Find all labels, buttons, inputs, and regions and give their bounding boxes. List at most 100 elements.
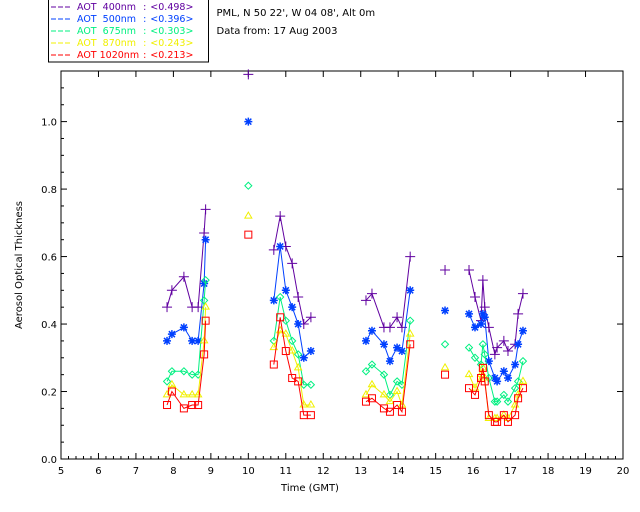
data-point-asterisk: [406, 286, 415, 295]
data-point-diamond: [361, 367, 371, 376]
data-point-diamond: [287, 336, 297, 346]
y-tick-label: 1.0: [41, 118, 57, 129]
data-point-diamond: [499, 390, 509, 400]
data-point-triangle: [499, 410, 509, 418]
data-point-asterisk: [288, 303, 297, 312]
legend-name: AOT 1020nm: [77, 50, 139, 61]
legend-sep: :: [143, 38, 146, 49]
data-point-triangle: [385, 396, 395, 405]
legend-sep: :: [143, 50, 146, 61]
legend-name: AOT 500nm: [77, 14, 136, 25]
y-axis-label: Aerosol Optical Thickness: [14, 201, 25, 329]
data-point-square: [244, 230, 253, 239]
data-point-diamond: [490, 397, 500, 406]
data-point-plus: [243, 69, 254, 80]
data-point-diamond: [480, 350, 489, 359]
data-point-asterisk: [503, 374, 512, 383]
legend-mean: <0.396>: [150, 14, 193, 25]
data-point-plus: [477, 275, 488, 286]
data-point-asterisk: [179, 323, 188, 332]
x-tick-label: 19: [579, 466, 592, 477]
data-point-square: [397, 407, 406, 416]
data-point-plus: [502, 346, 513, 357]
data-point-asterisk: [514, 340, 523, 349]
data-point-square: [281, 347, 290, 356]
series-line: [273, 317, 311, 416]
data-point-plus: [178, 271, 189, 282]
data-point-plus: [199, 227, 210, 238]
data-point-asterisk: [167, 330, 176, 339]
data-point-asterisk: [269, 296, 278, 305]
data-point-square: [511, 411, 520, 420]
y-tick-label: 0.0: [41, 455, 57, 466]
data-point-diamond: [464, 343, 474, 352]
data-point-square: [201, 316, 210, 325]
data-point-asterisk: [306, 347, 315, 356]
data-point-triangle: [187, 389, 197, 398]
data-point-plus: [479, 302, 490, 313]
series-line: [365, 334, 411, 406]
data-point-square: [480, 377, 489, 386]
data-point-asterisk: [441, 306, 450, 315]
data-point-plus: [366, 288, 377, 299]
data-point-diamond: [518, 356, 528, 366]
series-line: [365, 320, 411, 397]
series-line: [166, 209, 207, 308]
data-point-diamond: [201, 275, 210, 285]
data-point-diamond: [167, 367, 177, 376]
data-point-plus: [360, 295, 371, 306]
data-point-asterisk: [244, 117, 253, 126]
x-tick-label: 16: [467, 466, 480, 477]
data-point-asterisk: [484, 357, 493, 366]
x-tick-label: 14: [392, 466, 405, 477]
data-point-diamond: [275, 292, 285, 302]
data-point-plus: [440, 265, 451, 276]
data-point-plus: [392, 312, 403, 323]
data-point-diamond: [199, 296, 209, 305]
legend-sep: :: [143, 26, 146, 37]
data-point-square: [179, 404, 188, 413]
series-line: [166, 320, 207, 410]
data-point-square: [276, 313, 285, 322]
data-point-asterisk: [518, 326, 527, 335]
data-point-square: [194, 401, 203, 410]
series-line: [365, 344, 411, 414]
data-point-triangle: [281, 329, 291, 337]
x-tick-label: 11: [279, 466, 292, 477]
data-point-square: [484, 411, 493, 420]
data-point-square: [385, 407, 394, 416]
data-point-triangle: [503, 413, 513, 422]
series-line: [365, 256, 411, 330]
series-line: [166, 307, 207, 396]
data-point-triangle: [167, 379, 177, 388]
legend-mean: <0.243>: [150, 38, 193, 49]
plot-frame: [60, 70, 624, 460]
data-point-square: [367, 394, 376, 403]
data-point-triangle: [405, 329, 415, 337]
data-point-asterisk: [367, 326, 376, 335]
legend-name: AOT 400nm: [77, 2, 136, 13]
series-line: [273, 330, 311, 406]
data-point-asterisk: [200, 279, 209, 288]
data-point-asterisk: [471, 323, 480, 332]
data-point-diamond: [440, 340, 450, 349]
location-text: PML, N 50 22', W 04 08', Alt 0m: [217, 8, 376, 19]
data-point-plus: [268, 244, 279, 255]
data-point-triangle: [293, 362, 303, 371]
x-tick-label: 18: [542, 466, 555, 477]
data-point-diamond: [492, 397, 502, 406]
data-point-triangle: [243, 211, 253, 219]
series-0: [162, 69, 528, 360]
legend-name: AOT 870nm: [77, 38, 136, 49]
legend-mean: <0.303>: [150, 26, 193, 37]
data-point-square: [269, 360, 278, 369]
data-point-triangle: [367, 379, 377, 388]
legend-name: AOT 675nm: [77, 26, 136, 37]
data-point-diamond: [503, 397, 513, 406]
x-tick-label: 10: [242, 466, 255, 477]
data-point-asterisk: [511, 360, 520, 369]
data-point-asterisk: [379, 340, 388, 349]
data-point-triangle: [179, 389, 189, 398]
